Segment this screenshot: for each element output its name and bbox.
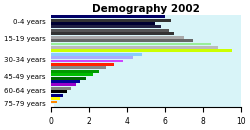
Bar [51,46,218,49]
Bar [51,104,54,107]
Bar [51,100,58,103]
Bar [51,29,169,32]
Bar [51,22,156,25]
Bar [51,60,123,63]
Bar [51,19,171,22]
Bar [51,83,76,86]
Bar [51,87,71,90]
Bar [51,39,194,42]
Bar [51,66,106,69]
Title: Demography 2002: Demography 2002 [92,4,200,14]
Bar [51,53,142,56]
Bar [51,32,174,35]
Bar [51,15,165,18]
Bar [51,56,132,59]
Bar [51,77,86,80]
Bar [51,49,232,52]
Bar [51,63,114,66]
Bar [51,43,210,45]
Bar [51,70,99,73]
Bar [51,97,60,100]
Bar [51,90,67,93]
Bar [51,94,63,97]
Bar [51,73,93,76]
Bar [51,36,184,39]
Bar [51,25,161,28]
Bar [51,80,80,83]
